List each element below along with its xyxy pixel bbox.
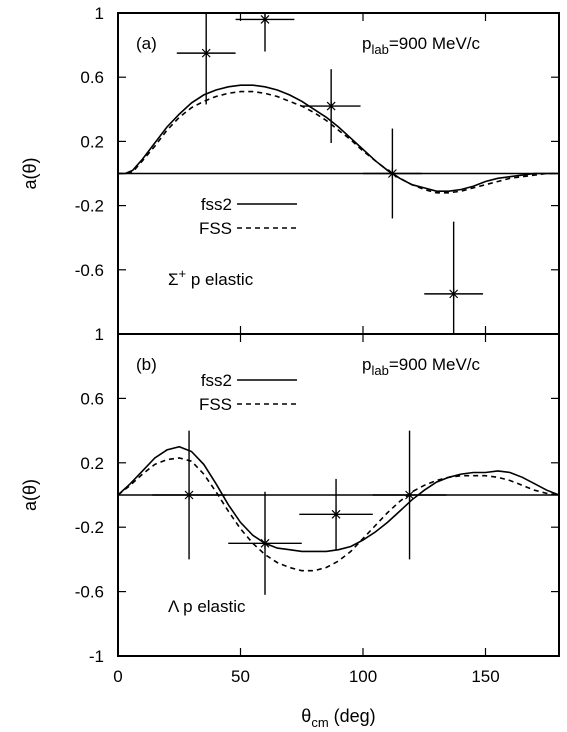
point-marker <box>184 490 194 500</box>
point-marker <box>449 288 459 299</box>
point-marker <box>326 101 336 112</box>
reaction-label: Σ+ p elastic <box>168 266 254 289</box>
x-tick-label: 0 <box>113 667 122 686</box>
panel-label: (a) <box>136 34 157 53</box>
point-marker <box>331 509 341 520</box>
y-tick-label: -0.6 <box>75 583 104 602</box>
point-marker <box>405 490 414 500</box>
data-point <box>235 13 295 52</box>
panel-label: (b) <box>136 355 157 374</box>
y-axis-label: a(θ) <box>20 479 40 511</box>
point-marker <box>201 48 211 59</box>
data-point <box>372 430 447 560</box>
data-point <box>152 430 226 560</box>
x-tick-label: 100 <box>349 667 377 686</box>
series-fss-line <box>118 90 559 194</box>
data-point <box>363 128 422 219</box>
y-tick-label: 1 <box>95 325 104 344</box>
x-axis-label: θcm (deg) <box>301 706 375 730</box>
y-tick-label: 1 <box>95 4 104 23</box>
data-point <box>299 478 373 550</box>
legend-label-fss2: fss2 <box>201 195 232 214</box>
data-point <box>424 221 484 334</box>
series-fss-line <box>117 457 560 572</box>
x-tick-label: 150 <box>471 667 499 686</box>
data-point <box>228 491 302 595</box>
point-marker <box>260 14 270 25</box>
y-tick-label: 0.2 <box>80 132 104 151</box>
point-marker <box>260 538 270 549</box>
legend-label-fss: FSS <box>199 219 232 238</box>
series-fss2-line <box>117 445 560 553</box>
reaction-label: Λ p elastic <box>168 597 246 616</box>
data-point <box>301 69 361 144</box>
legend-label-fss2: fss2 <box>201 371 232 390</box>
y-tick-label: -0.2 <box>75 518 104 537</box>
y-axis-label: a(θ) <box>20 157 40 189</box>
legend-label-fss: FSS <box>199 395 232 414</box>
y-tick-label: -1 <box>89 647 104 666</box>
x-tick-label: 50 <box>231 667 250 686</box>
data-point <box>176 13 236 105</box>
y-tick-label: 0.2 <box>80 454 104 473</box>
y-tick-label: -0.2 <box>75 197 104 216</box>
momentum-annotation: plab=900 MeV/c <box>362 355 481 378</box>
y-tick-label: -0.6 <box>75 261 104 280</box>
series-fss2-line <box>118 84 559 192</box>
y-tick-label: 0.6 <box>80 68 104 87</box>
momentum-annotation: plab=900 MeV/c <box>362 34 481 57</box>
y-tick-label: 0.6 <box>80 389 104 408</box>
point-marker <box>387 168 397 179</box>
